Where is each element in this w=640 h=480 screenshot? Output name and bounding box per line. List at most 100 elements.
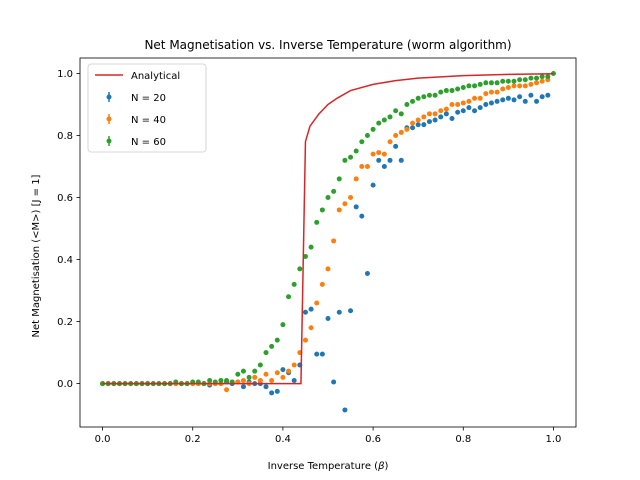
data-point-n-40	[319, 281, 325, 287]
legend-swatch-marker	[106, 94, 112, 100]
data-point-n-40	[331, 238, 337, 244]
data-point-n-20	[522, 98, 528, 104]
data-point-n-60	[488, 80, 494, 86]
data-point-n-60	[263, 350, 269, 356]
data-point-n-40	[455, 102, 461, 108]
legend-label: Analytical	[131, 71, 180, 82]
data-point-n-40	[494, 89, 500, 95]
y-tick-label: 0.2	[57, 317, 73, 328]
data-point-n-60	[421, 94, 427, 100]
data-point-n-60	[381, 117, 387, 123]
data-point-n-40	[539, 78, 545, 84]
data-point-n-60	[505, 78, 511, 84]
data-point-n-60	[252, 368, 258, 374]
data-point-n-20	[331, 379, 337, 385]
data-point-n-40	[528, 81, 534, 87]
legend-label: N = 60	[131, 137, 166, 148]
data-point-n-60	[426, 92, 432, 98]
chart-title: Net Magnetisation vs. Inverse Temperatur…	[144, 38, 511, 52]
data-point-n-60	[443, 88, 449, 94]
data-point-n-60	[319, 207, 325, 213]
data-point-n-60	[528, 75, 534, 81]
y-tick-label: 0.0	[57, 379, 73, 390]
data-point-n-40	[302, 337, 308, 343]
data-point-n-20	[534, 98, 540, 104]
data-point-n-60	[460, 84, 466, 90]
data-point-n-20	[314, 351, 320, 357]
data-point-n-40	[477, 95, 483, 101]
data-point-n-20	[274, 388, 280, 394]
data-point-n-40	[263, 371, 269, 377]
legend-label: N = 40	[131, 115, 166, 126]
data-point-n-60	[342, 157, 348, 163]
data-point-n-20	[359, 213, 365, 219]
data-point-n-20	[240, 384, 246, 390]
y-tick-label: 0.8	[57, 131, 73, 142]
data-point-n-60	[449, 88, 455, 94]
data-point-n-20	[455, 109, 461, 115]
analytical-line	[102, 73, 554, 385]
data-point-n-20	[539, 94, 545, 100]
x-tick-label: 1.0	[546, 434, 562, 445]
data-point-n-60	[353, 148, 359, 154]
data-point-n-20	[477, 105, 483, 111]
data-point-n-40	[398, 129, 404, 135]
data-point-n-20	[494, 98, 500, 104]
data-point-n-20	[449, 115, 455, 121]
data-point-n-20	[443, 111, 449, 117]
data-point-n-40	[381, 151, 387, 157]
data-point-n-40	[364, 164, 370, 170]
data-point-n-60	[269, 343, 275, 349]
x-tick-label: 0.2	[185, 434, 201, 445]
data-point-n-20	[308, 306, 314, 312]
data-point-n-20	[398, 157, 404, 163]
data-point-n-40	[325, 266, 331, 272]
data-point-n-20	[528, 92, 534, 98]
data-point-n-40	[404, 126, 410, 132]
data-point-n-20	[302, 309, 308, 315]
data-point-n-40	[443, 106, 449, 112]
data-point-n-20	[472, 108, 478, 114]
data-point-n-40	[472, 95, 478, 101]
data-point-n-40	[348, 195, 354, 201]
data-point-n-60	[438, 89, 444, 95]
legend-box	[87, 63, 207, 153]
data-point-n-60	[235, 371, 241, 377]
data-point-n-20	[511, 97, 517, 103]
data-point-n-60	[494, 80, 500, 86]
data-point-n-60	[331, 188, 337, 194]
axes-frame	[79, 57, 577, 428]
data-point-n-40	[449, 102, 455, 108]
data-point-n-40	[432, 111, 438, 117]
data-point-n-40	[488, 89, 494, 95]
data-point-n-20	[545, 92, 551, 98]
data-point-n-20	[426, 119, 432, 125]
data-point-n-40	[314, 300, 320, 306]
data-point-n-40	[415, 117, 421, 123]
data-point-n-20	[336, 309, 342, 315]
data-point-n-60	[257, 362, 263, 368]
data-point-n-40	[286, 368, 292, 374]
data-point-n-20	[364, 271, 370, 277]
data-point-n-40	[426, 111, 432, 117]
data-point-n-60	[336, 176, 342, 182]
x-tick-label: 0.4	[275, 434, 291, 445]
data-point-n-60	[302, 253, 308, 259]
legend-swatch-marker	[106, 138, 112, 144]
x-tick-label: 0.6	[365, 434, 381, 445]
y-tick-label: 0.4	[57, 255, 73, 266]
data-point-n-40	[274, 370, 280, 376]
data-point-n-40	[505, 84, 511, 90]
data-point-n-40	[308, 325, 314, 331]
data-point-n-20	[348, 308, 354, 314]
data-point-n-60	[511, 78, 517, 84]
data-point-n-20	[460, 108, 466, 114]
data-point-n-20	[319, 351, 325, 357]
y-tick-label: 1.0	[57, 69, 73, 80]
data-point-n-60	[398, 111, 404, 117]
data-point-n-60	[348, 154, 354, 160]
data-point-n-40	[438, 108, 444, 114]
data-point-n-60	[370, 126, 376, 132]
data-point-n-40	[393, 133, 399, 139]
